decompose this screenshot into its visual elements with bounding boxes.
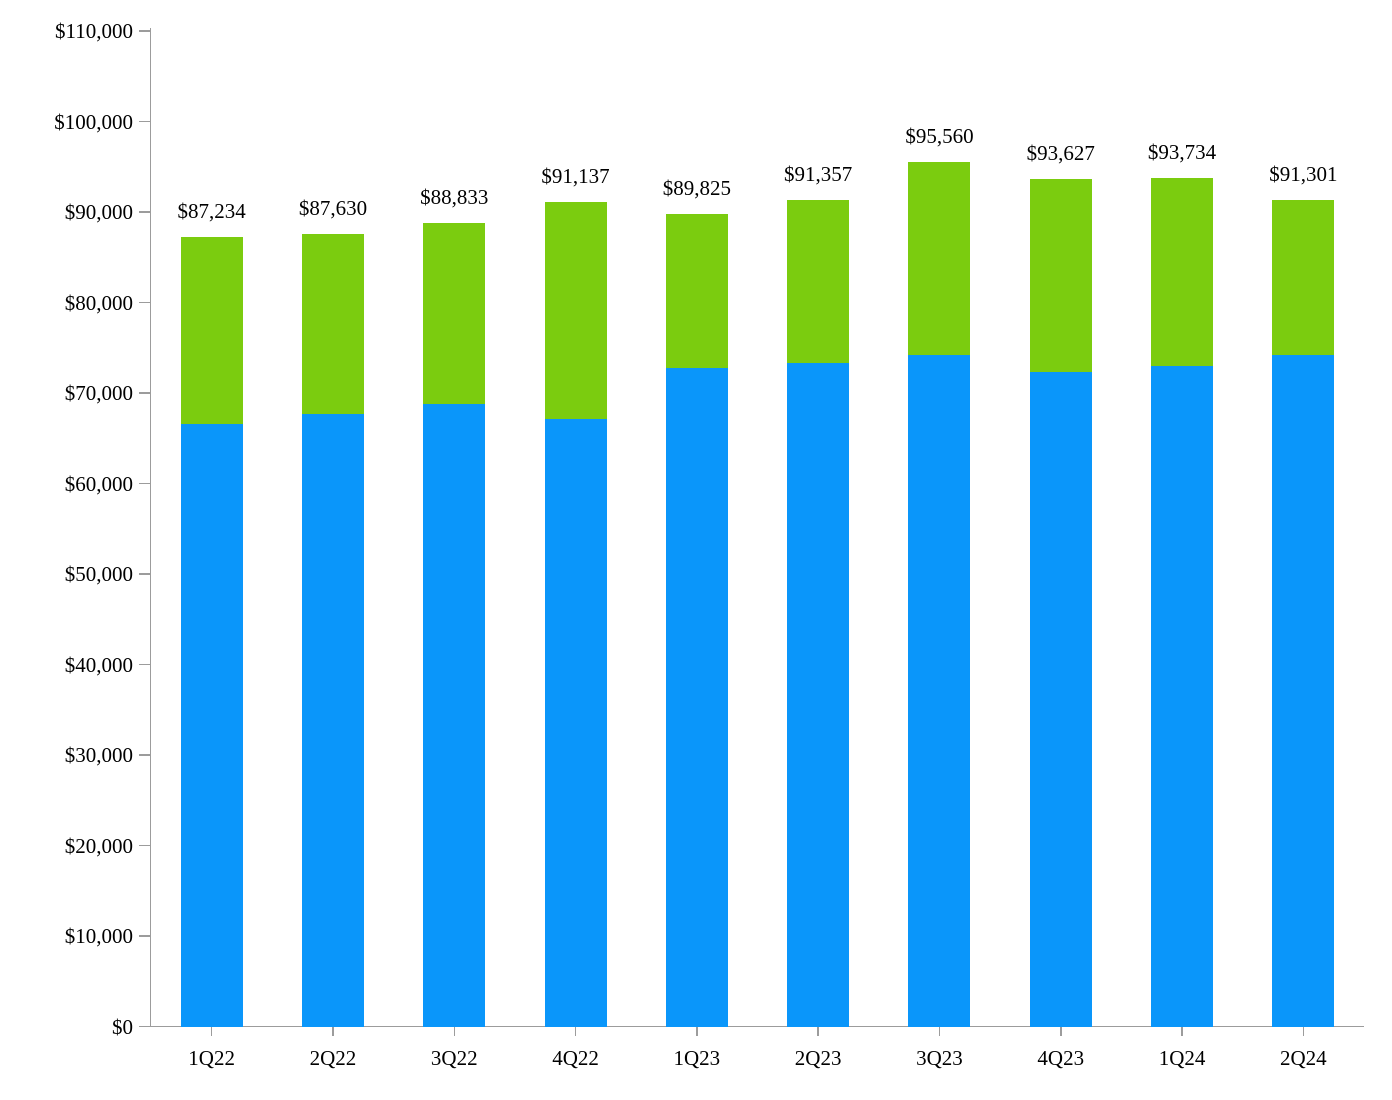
bar-segment-upper-segment-green (301, 233, 364, 414)
bar-segment-upper-segment-green (665, 213, 728, 368)
y-axis-tick-label: $50,000 (64, 562, 133, 587)
bar-total-label: $89,825 (662, 175, 731, 200)
bar-segment-upper-segment-green (423, 222, 486, 405)
bar-segment-lower-segment-blue (787, 363, 850, 1027)
bar-total-label: $87,630 (298, 195, 368, 220)
y-axis-tick-label: $110,000 (55, 19, 133, 44)
bar-total-label: $93,627 (1026, 141, 1095, 166)
bar-total-label: $91,301 (1269, 162, 1338, 187)
x-axis-tick-mark (210, 1026, 213, 1036)
x-axis-category-label: 1Q22 (188, 1046, 235, 1070)
x-axis-category-label: 2Q23 (794, 1046, 842, 1070)
x-axis-tick-mark (938, 1026, 941, 1036)
x-axis-tick-mark (817, 1026, 819, 1036)
bar-segment-lower-segment-blue (1272, 355, 1335, 1027)
y-axis-tick-label: $90,000 (64, 200, 133, 225)
y-axis-tick-mark (139, 211, 151, 213)
bar-segment-upper-segment-green (908, 161, 971, 356)
x-axis-category-label: 1Q24 (1158, 1046, 1206, 1070)
bar-segment-upper-segment-green (787, 199, 850, 364)
x-axis-line (139, 1025, 1364, 1028)
y-axis-tick-mark (139, 573, 151, 575)
bar-segment-lower-segment-blue (301, 414, 364, 1027)
y-axis-tick-label: $10,000 (64, 924, 133, 949)
y-axis-tick-mark (139, 30, 151, 32)
x-axis-tick-mark (453, 1026, 455, 1036)
x-axis-category-label: 4Q23 (1037, 1046, 1085, 1070)
bar-segment-upper-segment-green (544, 201, 607, 420)
bar-total-label: $91,137 (541, 163, 610, 188)
bar-segment-upper-segment-green (1029, 179, 1092, 373)
y-axis-tick-mark (139, 663, 151, 666)
x-axis-category-label: 2Q22 (309, 1046, 357, 1070)
bar-segment-lower-segment-blue (180, 423, 243, 1027)
y-axis-tick-mark (139, 844, 151, 847)
x-axis-tick-mark (574, 1026, 577, 1036)
y-axis-tick-mark (139, 301, 151, 304)
bar-segment-lower-segment-blue (1029, 372, 1092, 1027)
x-axis-category-label: 1Q23 (673, 1046, 721, 1070)
x-axis-category-label: 2Q24 (1280, 1046, 1327, 1070)
y-axis-line (149, 28, 151, 1027)
y-axis-tick-mark (139, 482, 151, 485)
y-axis-tick-label: $80,000 (64, 290, 133, 315)
bar-total-label: $95,560 (905, 123, 974, 148)
y-axis-tick-label: $30,000 (64, 743, 133, 768)
x-axis-tick-mark (1181, 1026, 1183, 1036)
bar-segment-lower-segment-blue (1151, 366, 1214, 1027)
bar-segment-lower-segment-blue (544, 419, 607, 1027)
x-axis-category-label: 3Q22 (430, 1046, 478, 1070)
bar-segment-lower-segment-blue (665, 367, 728, 1027)
y-axis-tick-label: $70,000 (64, 381, 133, 406)
y-axis-tick-mark (139, 392, 151, 394)
bar-segment-lower-segment-blue (423, 404, 486, 1027)
bar-segment-upper-segment-green (1151, 178, 1214, 367)
y-axis-tick-label: $60,000 (64, 471, 133, 496)
y-axis-tick-label: $100,000 (54, 109, 133, 134)
x-axis-category-label: 3Q23 (916, 1046, 963, 1070)
bar-segment-lower-segment-blue (908, 355, 971, 1027)
y-axis-tick-label: $0 (112, 1014, 133, 1039)
bar-total-label: $93,734 (1147, 140, 1217, 165)
y-axis-tick-mark (139, 935, 151, 937)
y-axis-tick-label: $20,000 (64, 833, 133, 858)
bar-total-label: $91,357 (784, 161, 853, 186)
y-axis-tick-mark (139, 120, 151, 123)
x-axis-tick-mark (1060, 1026, 1062, 1036)
x-axis-tick-mark (1302, 1026, 1305, 1036)
bar-segment-upper-segment-green (1272, 200, 1335, 356)
y-axis-tick-label: $40,000 (64, 652, 133, 677)
x-axis-tick-mark (696, 1026, 698, 1036)
x-axis-category-label: 4Q22 (552, 1046, 599, 1070)
x-axis-tick-mark (332, 1026, 334, 1036)
bar-segment-upper-segment-green (180, 237, 243, 424)
bar-total-label: $87,234 (177, 199, 246, 224)
y-axis-tick-mark (139, 754, 151, 756)
bar-total-label: $88,833 (420, 184, 489, 209)
